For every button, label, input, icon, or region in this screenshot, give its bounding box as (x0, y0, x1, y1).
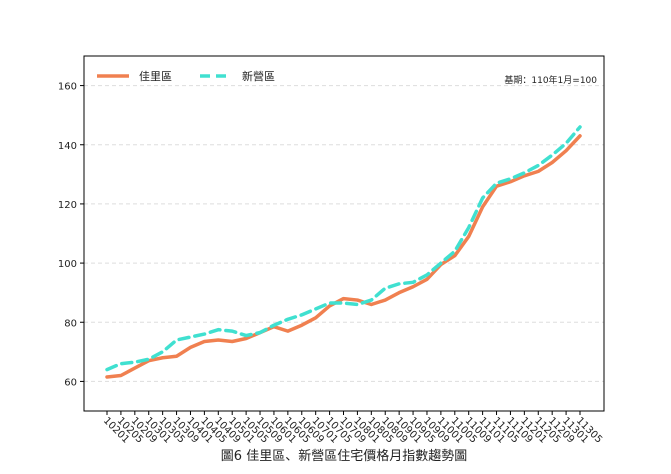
y-tick-label: 140 (58, 141, 77, 152)
y-tick-label: 120 (58, 200, 77, 211)
line-series (105, 125, 582, 372)
chart-title: 圖6 佳里區、新營區住宅價格月指數趨勢圖 (221, 448, 467, 464)
legend-label: 佳里區 (139, 69, 172, 83)
y-tick-label: 80 (64, 318, 77, 329)
line-series (105, 134, 582, 379)
y-tick-label: 60 (64, 377, 77, 388)
legend-label: 新營區 (242, 69, 275, 83)
y-tick-label: 100 (58, 259, 77, 270)
y-tick-label: 160 (58, 82, 77, 93)
plot-frame (83, 55, 605, 412)
annotation: 基期：110年1月=100 (504, 74, 597, 86)
